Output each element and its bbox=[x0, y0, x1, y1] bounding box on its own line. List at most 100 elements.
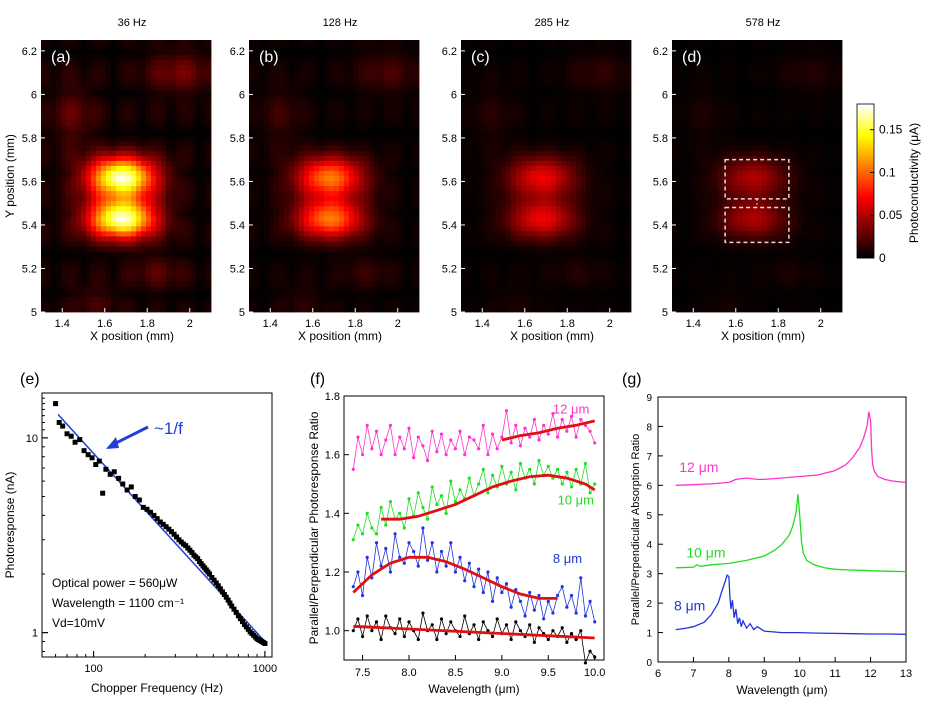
heatmap-cell bbox=[161, 145, 167, 152]
heatmap-cell bbox=[269, 50, 275, 56]
heatmap-cell bbox=[151, 145, 157, 152]
heatmap-cell bbox=[364, 261, 370, 268]
heatmap-cell bbox=[531, 155, 537, 162]
heatmap-cell bbox=[176, 160, 182, 167]
heatmap-cell bbox=[561, 165, 567, 172]
heatmap-cell bbox=[536, 196, 542, 202]
heatmap-cell bbox=[399, 70, 405, 76]
heatmap-cell bbox=[506, 301, 512, 308]
heatmap-cell bbox=[541, 170, 547, 177]
heatmap-cell bbox=[274, 186, 280, 192]
heatmap-cell bbox=[561, 266, 567, 273]
heatmap-cell bbox=[279, 100, 285, 106]
heatmap-cell bbox=[404, 206, 410, 212]
heatmap-cell bbox=[379, 236, 385, 242]
heatmap-cell bbox=[136, 181, 142, 187]
heatmap-cell bbox=[141, 170, 147, 177]
heatmap-cell bbox=[399, 176, 405, 182]
heatmap-cell bbox=[389, 221, 395, 227]
heatmap-cell bbox=[66, 55, 72, 61]
heatmap-cell bbox=[61, 115, 67, 121]
heatmap-cell bbox=[196, 236, 202, 242]
heatmap-cell bbox=[151, 276, 157, 283]
heatmap-cell bbox=[181, 130, 187, 137]
heatmap-cell bbox=[546, 191, 552, 197]
heatmap-cell bbox=[339, 301, 345, 308]
heatmap-cell bbox=[566, 40, 572, 46]
heatmap-cell bbox=[254, 281, 260, 288]
heatmap-cell bbox=[171, 70, 177, 76]
heatmap-cell bbox=[284, 145, 290, 152]
heatmap-cell bbox=[131, 155, 137, 162]
heatmap-cell bbox=[299, 45, 305, 51]
heatmap-cell bbox=[359, 55, 365, 61]
heatmap-cell bbox=[279, 296, 285, 303]
heatmap-cell bbox=[254, 261, 260, 268]
heatmap-cell bbox=[121, 50, 127, 56]
heatmap-cell bbox=[566, 256, 572, 263]
heatmap-cell bbox=[394, 306, 400, 313]
heatmap-cell bbox=[364, 271, 370, 278]
heatmap-cell bbox=[264, 306, 270, 313]
heatmap-cell bbox=[264, 125, 270, 132]
heatmap-cell bbox=[101, 70, 107, 76]
heatmap-cell bbox=[531, 125, 537, 132]
heatmap-cell bbox=[319, 236, 325, 242]
heatmap-cell bbox=[359, 281, 365, 288]
heatmap-cell bbox=[269, 80, 275, 86]
heatmap-cell bbox=[146, 216, 152, 222]
heatmap-cell bbox=[166, 165, 172, 172]
heatmap-cell bbox=[536, 206, 542, 212]
heatmap-cell bbox=[279, 246, 285, 252]
heatmap-cell bbox=[299, 181, 305, 187]
heatmap-cell bbox=[334, 291, 340, 298]
heatmap-cell bbox=[309, 115, 315, 121]
heatmap-cell bbox=[339, 216, 345, 222]
y-tick-label: 5.2 bbox=[22, 263, 37, 275]
heatmap-cell bbox=[556, 176, 562, 182]
heatmap-cell bbox=[541, 105, 547, 111]
heatmap-cell bbox=[264, 271, 270, 278]
heatmap-cell bbox=[491, 296, 497, 303]
heatmap-cell bbox=[561, 100, 567, 106]
heatmap-cell bbox=[344, 135, 350, 142]
heatmap-cell bbox=[156, 281, 162, 288]
heatmap-cell bbox=[166, 256, 172, 263]
heatmap-cell bbox=[269, 186, 275, 192]
heatmap-cell bbox=[284, 181, 290, 187]
heatmap-cell bbox=[329, 100, 335, 106]
heatmap-cell bbox=[111, 191, 117, 197]
heatmap-cell bbox=[384, 50, 390, 56]
heatmap-cell bbox=[314, 306, 320, 313]
heatmap-cell bbox=[249, 65, 255, 71]
heatmap-cell bbox=[56, 95, 62, 101]
heatmap-cell bbox=[354, 65, 360, 71]
heatmap-cell bbox=[471, 110, 477, 116]
heatmap-cell bbox=[374, 95, 380, 101]
heatmap-cell bbox=[131, 75, 137, 81]
heatmap-cell bbox=[161, 276, 167, 283]
heatmap-cell bbox=[521, 135, 527, 142]
heatmap-cell bbox=[206, 85, 212, 91]
heatmap-cell bbox=[521, 85, 527, 91]
heatmap-cell bbox=[309, 70, 315, 76]
heatmap-cell bbox=[136, 191, 142, 197]
heatmap-cell bbox=[309, 281, 315, 288]
heatmap-cell bbox=[481, 201, 487, 207]
heatmap-cell bbox=[51, 100, 57, 106]
heatmap-cell bbox=[394, 186, 400, 192]
heatmap-cell bbox=[156, 261, 162, 268]
heatmap-cell bbox=[51, 45, 57, 51]
heatmap-cell bbox=[96, 261, 102, 268]
heatmap-cell bbox=[516, 261, 522, 268]
heatmap-cell bbox=[536, 281, 542, 288]
heatmap-cell bbox=[269, 170, 275, 177]
heatmap-cell bbox=[404, 226, 410, 232]
heatmap-cell bbox=[156, 191, 162, 197]
heatmap-cell bbox=[339, 201, 345, 207]
heatmap-cell bbox=[206, 50, 212, 56]
heatmap-cell bbox=[516, 65, 522, 71]
heatmap-cell bbox=[506, 125, 512, 132]
x-tick-label: 1.6 bbox=[97, 318, 112, 330]
heatmap-cell bbox=[359, 115, 365, 121]
